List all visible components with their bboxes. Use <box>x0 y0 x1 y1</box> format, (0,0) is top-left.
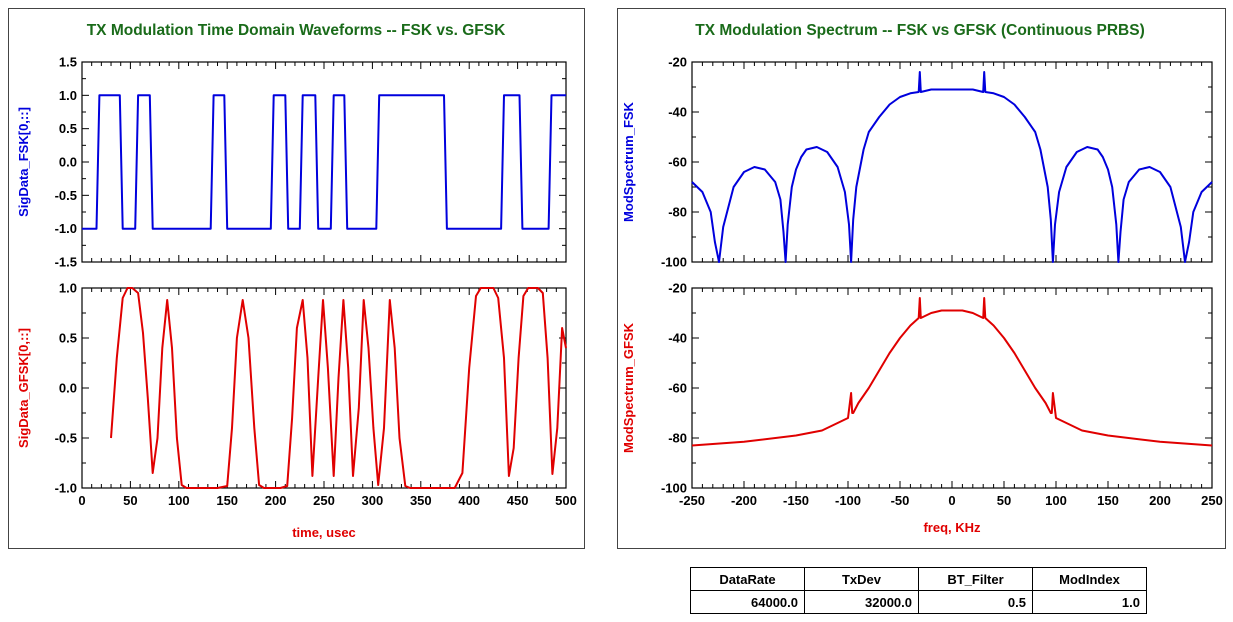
y-axis-label: ModSpectrum_FSK <box>621 101 636 222</box>
x-tick-label: 450 <box>507 493 529 508</box>
x-tick-label: 250 <box>313 493 335 508</box>
x-tick-label: 300 <box>362 493 384 508</box>
header-datarate: DataRate <box>690 567 805 591</box>
value-datarate: 64000.0 <box>690 590 805 614</box>
value-bt-filter: 0.5 <box>918 590 1033 614</box>
y-tick-label: -0.5 <box>55 188 77 203</box>
x-tick-label: 250 <box>1201 493 1223 508</box>
y-tick-label: 1.0 <box>59 281 77 296</box>
x-tick-label: 200 <box>1149 493 1171 508</box>
y-axis-label: SigData_FSK[0,::] <box>16 107 31 217</box>
x-tick-label: 350 <box>410 493 432 508</box>
x-tick-label: -100 <box>835 493 861 508</box>
figure-canvas: TX Modulation Time Domain Waveforms -- F… <box>8 8 1226 549</box>
x-tick-label: 100 <box>1045 493 1067 508</box>
y-tick-label: -100 <box>661 481 687 496</box>
series-line <box>82 94 566 230</box>
y-tick-label: -20 <box>668 281 687 296</box>
y-tick-label: -20 <box>668 55 687 70</box>
y-tick-label: 1.5 <box>59 55 77 70</box>
y-tick-label: -40 <box>668 105 687 120</box>
value-txdev: 32000.0 <box>804 590 919 614</box>
y-axis-label: ModSpectrum_GFSK <box>621 322 636 453</box>
y-tick-label: 0.0 <box>59 381 77 396</box>
chart-frame <box>8 8 585 549</box>
x-tick-label: 150 <box>1097 493 1119 508</box>
panel-2: 1.0 0.5 0.0 -0.5 -1.00 50 100 150 200 250 300 350 40… <box>16 281 577 509</box>
y-tick-label: 1.0 <box>59 88 77 103</box>
header-txdev: TxDev <box>804 567 919 591</box>
chart-title: TX Modulation Time Domain Waveforms -- F… <box>87 22 506 39</box>
y-tick-label: -1.5 <box>55 255 77 270</box>
y-tick-label: -1.0 <box>55 221 77 236</box>
value-modindex: 1.0 <box>1032 590 1147 614</box>
chart-1: TX Modulation Time Domain Waveforms -- F… <box>8 8 585 549</box>
x-tick-label: 150 <box>216 493 238 508</box>
panel-1: -20 -40 -60 -80 -100 ModSpectrum_FSK <box>621 55 1213 270</box>
x-tick-label: 50 <box>997 493 1011 508</box>
y-tick-label: 0.5 <box>59 121 77 136</box>
y-tick-label: -0.5 <box>55 431 77 446</box>
x-tick-label: -200 <box>731 493 757 508</box>
y-tick-label: -100 <box>661 255 687 270</box>
chart-title: TX Modulation Spectrum -- FSK vs GFSK (C… <box>695 22 1145 39</box>
y-tick-label: 0.0 <box>59 155 77 170</box>
x-tick-label: 100 <box>168 493 190 508</box>
x-axis-label: freq, KHz <box>923 520 981 535</box>
parameters-table: DataRate TxDev BT_Filter ModIndex 64000.… <box>690 567 1147 614</box>
series-line <box>691 297 1213 447</box>
parameters-value-row: 64000.0 32000.0 0.5 1.0 <box>690 590 1147 614</box>
y-tick-label: -60 <box>668 155 687 170</box>
y-tick-label: -40 <box>668 331 687 346</box>
x-tick-label: 50 <box>123 493 137 508</box>
x-axis-label: time, usec <box>292 525 356 540</box>
panel-1: 1.51.00.50.0-0.5-1.0-1.5 SigData_FSK[0,::… <box>16 55 567 270</box>
y-tick-label: -80 <box>668 205 687 220</box>
chart-2: TX Modulation Spectrum -- FSK vs GFSK (C… <box>617 8 1226 549</box>
parameters-header-row: DataRate TxDev BT_Filter ModIndex <box>690 567 1147 591</box>
series-line <box>691 71 1213 263</box>
y-tick-label: -60 <box>668 381 687 396</box>
x-tick-label: 0 <box>948 493 955 508</box>
x-tick-label: 500 <box>555 493 577 508</box>
x-tick-label: 0 <box>78 493 85 508</box>
x-tick-label: 200 <box>265 493 287 508</box>
x-tick-label: 400 <box>458 493 480 508</box>
y-axis-label: SigData_GFSK[0,::] <box>16 328 31 448</box>
panel-2: -20-40-60-80-100-250 -200 -150 -100 -50 0 50 10… <box>621 281 1223 509</box>
chart-frame <box>617 8 1226 549</box>
header-modindex: ModIndex <box>1032 567 1147 591</box>
y-tick-label: -1.0 <box>55 481 77 496</box>
y-tick-label: -80 <box>668 431 687 446</box>
y-tick-label: 0.5 <box>59 331 77 346</box>
header-bt-filter: BT_Filter <box>918 567 1033 591</box>
series-line <box>110 287 567 489</box>
x-tick-label: -250 <box>679 493 705 508</box>
x-tick-label: -150 <box>783 493 809 508</box>
x-tick-label: -50 <box>891 493 910 508</box>
